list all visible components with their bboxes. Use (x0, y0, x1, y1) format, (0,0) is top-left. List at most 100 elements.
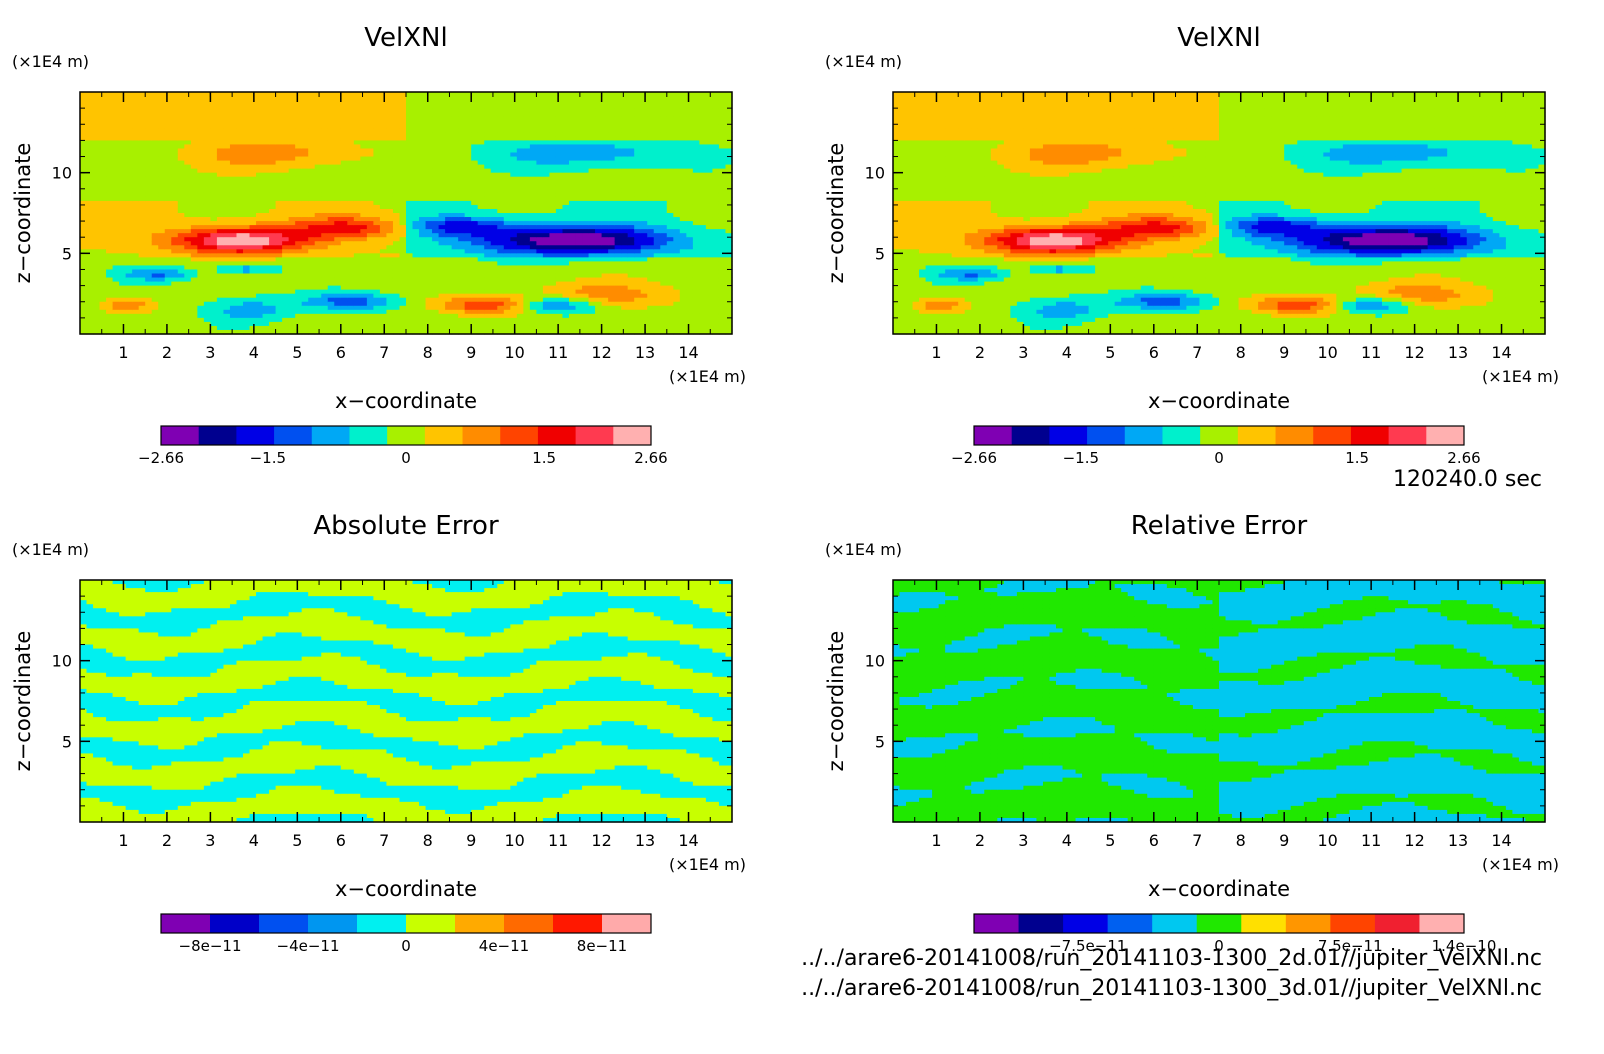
field-cell (113, 257, 120, 262)
field-cell (413, 261, 420, 266)
field-cell (576, 165, 583, 170)
field-cell (393, 257, 400, 262)
field-cell (113, 241, 120, 246)
field-cell (282, 278, 289, 283)
field-cell (191, 197, 198, 202)
field-cell (478, 314, 485, 319)
field-cell (302, 326, 309, 331)
field-cell (139, 132, 146, 137)
field-cell (615, 318, 622, 323)
field-cell (100, 165, 107, 170)
field-cell (302, 213, 309, 218)
field-cell (295, 165, 302, 170)
field-cell (295, 108, 302, 113)
field-cell (87, 108, 94, 113)
field-cell (413, 169, 420, 174)
field-cell (100, 185, 107, 190)
field-cell (334, 225, 341, 230)
field-cell (282, 177, 289, 182)
field-cell (432, 157, 439, 162)
field-cell (145, 157, 152, 162)
field-cell (439, 120, 446, 125)
field-cell (419, 120, 426, 125)
field-cell (523, 112, 530, 117)
field-cell (250, 318, 257, 323)
field-cell (491, 116, 498, 121)
field-cell (328, 233, 335, 238)
field-cell (615, 241, 622, 246)
field-cell (589, 322, 596, 327)
field-cell (223, 181, 230, 186)
field-cell (439, 157, 446, 162)
field-cell (276, 181, 283, 186)
field-cell (354, 193, 361, 198)
field-cell (582, 265, 589, 270)
field-cell (510, 169, 517, 174)
field-cell (413, 161, 420, 166)
field-cell (556, 249, 563, 254)
field-cell (445, 253, 452, 258)
field-cell (80, 157, 87, 162)
field-cell (113, 157, 120, 162)
field-cell (282, 282, 289, 287)
field-cell (302, 265, 309, 270)
field-cell (236, 241, 243, 246)
field-cell (210, 100, 217, 105)
field-cell (543, 261, 550, 266)
field-cell (549, 96, 556, 101)
field-cell (504, 245, 511, 250)
field-cell (328, 140, 335, 145)
field-cell (106, 120, 113, 125)
field-cell (458, 144, 465, 149)
field-cell (510, 124, 517, 129)
field-cell (139, 306, 146, 311)
field-cell (152, 136, 159, 141)
field-cell (315, 306, 322, 311)
field-cell (178, 237, 185, 242)
field-cell (178, 205, 185, 210)
field-cell (217, 153, 224, 158)
field-cell (517, 169, 524, 174)
field-cell (360, 193, 367, 198)
field-cell (321, 185, 328, 190)
field-cell (354, 302, 361, 307)
field-cell (100, 108, 107, 113)
field-cell (243, 282, 250, 287)
field-cell (406, 104, 413, 109)
field-cell (263, 153, 270, 158)
field-cell (152, 189, 159, 194)
field-cell (536, 116, 543, 121)
field-cell (295, 265, 302, 270)
field-cell (295, 193, 302, 198)
field-cell (452, 302, 459, 307)
field-cell (139, 314, 146, 319)
field-cell (536, 282, 543, 287)
field-cell (373, 96, 380, 101)
field-cell (308, 132, 315, 137)
field-cell (530, 257, 537, 262)
field-cell (380, 148, 387, 153)
field-cell (119, 116, 126, 121)
field-cell (243, 265, 250, 270)
field-cell (184, 229, 191, 234)
field-cell (536, 290, 543, 295)
field-cell (543, 116, 550, 121)
field-cell (341, 298, 348, 303)
field-cell (582, 294, 589, 299)
field-cell (517, 185, 524, 190)
field-cell (236, 132, 243, 137)
field-cell (321, 181, 328, 186)
field-cell (236, 225, 243, 230)
field-cell (432, 120, 439, 125)
field-cell (178, 217, 185, 222)
field-cell (426, 136, 433, 141)
field-cell (191, 278, 198, 283)
field-cell (347, 221, 354, 226)
field-cell (602, 100, 609, 105)
field-cell (465, 153, 472, 158)
field-cell (569, 96, 576, 101)
field-cell (582, 318, 589, 323)
field-cell (510, 157, 517, 162)
field-cell (263, 278, 270, 283)
field-cell (210, 112, 217, 117)
